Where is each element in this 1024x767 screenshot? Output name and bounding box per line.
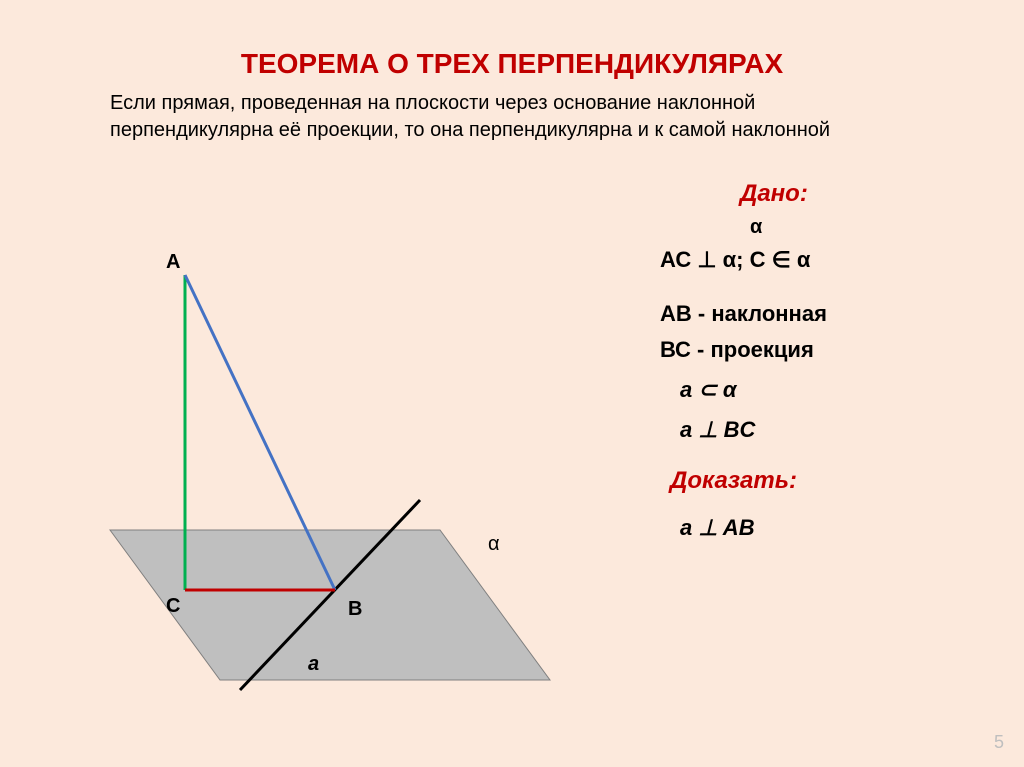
given-line2: АВ - наклонная [660,301,827,327]
geometry-diagram: A C B a α [70,250,570,710]
label-C: C [166,595,180,617]
given-line3: ВС - проекция [660,337,827,363]
label-B: B [348,598,362,620]
given-heading: Дано: [740,180,827,208]
label-a: a [308,653,319,675]
page-title: ТЕОРЕМА О ТРЕХ ПЕРПЕНДИКУЛЯРАХ [0,0,1024,80]
given-line5: a ⊥ BC [680,417,827,443]
page-number: 5 [994,732,1004,753]
given-line1: АС ⊥ α; С ∈ α [660,247,827,273]
proof-column: Дано: α АС ⊥ α; С ∈ α АВ - наклонная ВС … [620,180,827,549]
prove-heading: Доказать: [670,467,827,495]
given-alpha: α [750,216,827,239]
given-line4: a ⊂ α [680,377,827,403]
theorem-statement: Если прямая, проведенная на плоскости че… [0,80,1024,144]
label-alpha: α [488,533,500,555]
label-A: A [166,251,180,273]
prove-line1: a ⊥ AB [680,515,827,541]
